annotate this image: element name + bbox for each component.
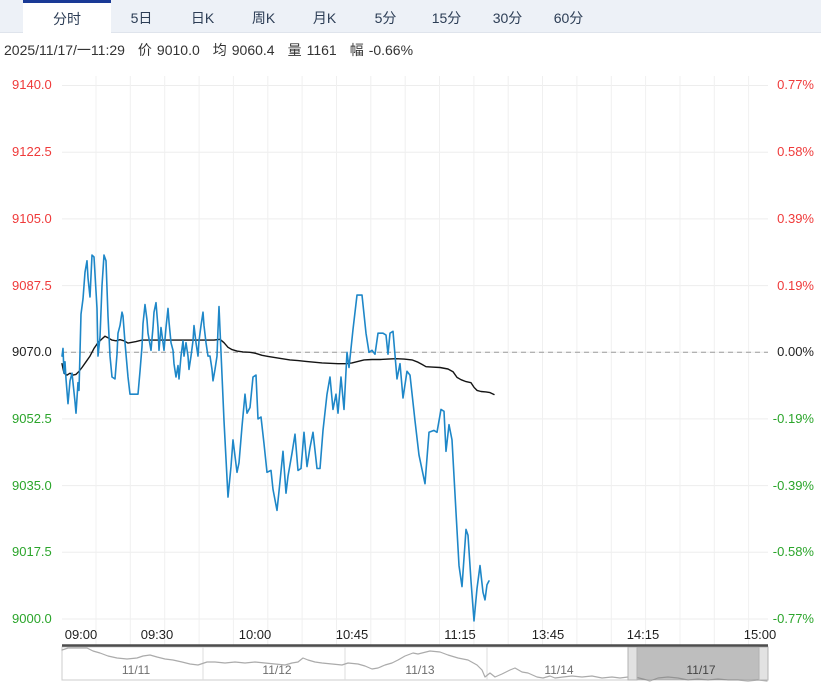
quote-info-bar: 2025/11/17/一11:29 价 9010.0 均 9060.4 量 1161 幅 -0.…: [4, 38, 413, 62]
y-axis-right-label: -0.58%: [772, 544, 814, 559]
change-label: 幅: [349, 42, 364, 58]
volume-value: 1161: [306, 42, 337, 58]
average-price-line: [61, 335, 495, 396]
tab-5day[interactable]: 5日: [130, 9, 153, 26]
avg-label: 均: [212, 42, 227, 58]
price-label: 价: [137, 42, 152, 58]
y-axis-left-label: 9035.0: [12, 478, 52, 493]
tab-5min[interactable]: 5分: [374, 9, 397, 26]
y-axis-left-label: 9052.5: [12, 411, 52, 426]
price-line: [61, 254, 490, 622]
tab-monthly-k[interactable]: 月K: [312, 9, 337, 26]
navigator-date-label[interactable]: 11/13: [405, 663, 435, 677]
quote-datetime: 2025/11/17/一11:29: [4, 42, 125, 58]
navigator-date-label-current[interactable]: 11/17: [686, 663, 716, 677]
tab-15min[interactable]: 15分: [431, 9, 462, 26]
tab-60min[interactable]: 60分: [553, 9, 584, 26]
x-axis-time-label: 09:30: [140, 627, 174, 642]
tab-weekly-k[interactable]: 周K: [251, 9, 276, 26]
navigator-right-handle[interactable]: [758, 646, 769, 681]
period-tabbar: 分时 5日 日K 周K 月K 5分 15分 30分 60分: [0, 0, 821, 34]
change-value: -0.66%: [368, 42, 414, 58]
x-axis-time-label: 10:45: [335, 627, 369, 642]
y-axis-left-label: 9087.5: [12, 278, 52, 293]
avg-value: 9060.4: [231, 42, 275, 58]
x-axis-time-label: 15:00: [743, 627, 777, 642]
y-axis-right-label: -0.77%: [772, 611, 814, 626]
y-axis-right-label: 0.58%: [777, 144, 814, 159]
y-axis-left-label: 9105.0: [12, 211, 52, 226]
y-axis-left-label: 9122.5: [12, 144, 52, 159]
y-axis-left-label: 9070.0: [12, 344, 52, 359]
navigator-date-label[interactable]: 11/14: [544, 663, 574, 677]
x-axis-time-label: 11:15: [444, 627, 476, 642]
tab-daily-k[interactable]: 日K: [190, 9, 215, 26]
navigator-selected-range[interactable]: [637, 647, 759, 680]
tab-minute[interactable]: 分时: [23, 0, 111, 34]
y-axis-right-label: 0.77%: [777, 77, 814, 92]
y-axis-left-label: 9017.5: [12, 544, 52, 559]
x-axis-time-label: 10:00: [238, 627, 272, 642]
navigator-date-label[interactable]: 11/12: [262, 663, 292, 677]
x-axis-time-label: 09:00: [64, 627, 98, 642]
y-axis-right-label: 0.00%: [777, 344, 814, 359]
y-axis-right-label: -0.39%: [772, 478, 814, 493]
y-axis-left-label: 9000.0: [12, 611, 52, 626]
volume-label: 量: [287, 42, 302, 58]
x-axis-time-label: 14:15: [626, 627, 660, 642]
tab-30min[interactable]: 30分: [492, 9, 523, 26]
y-axis-right-label: 0.39%: [777, 211, 814, 226]
navigator-date-label[interactable]: 11/11: [121, 663, 151, 677]
x-axis-time-label: 13:45: [531, 627, 565, 642]
price-value: 9010.0: [156, 42, 200, 58]
y-axis-right-label: -0.19%: [772, 411, 814, 426]
y-axis-right-label: 0.19%: [777, 278, 814, 293]
y-axis-left-label: 9140.0: [12, 77, 52, 92]
navigator-left-handle[interactable]: [627, 646, 638, 681]
